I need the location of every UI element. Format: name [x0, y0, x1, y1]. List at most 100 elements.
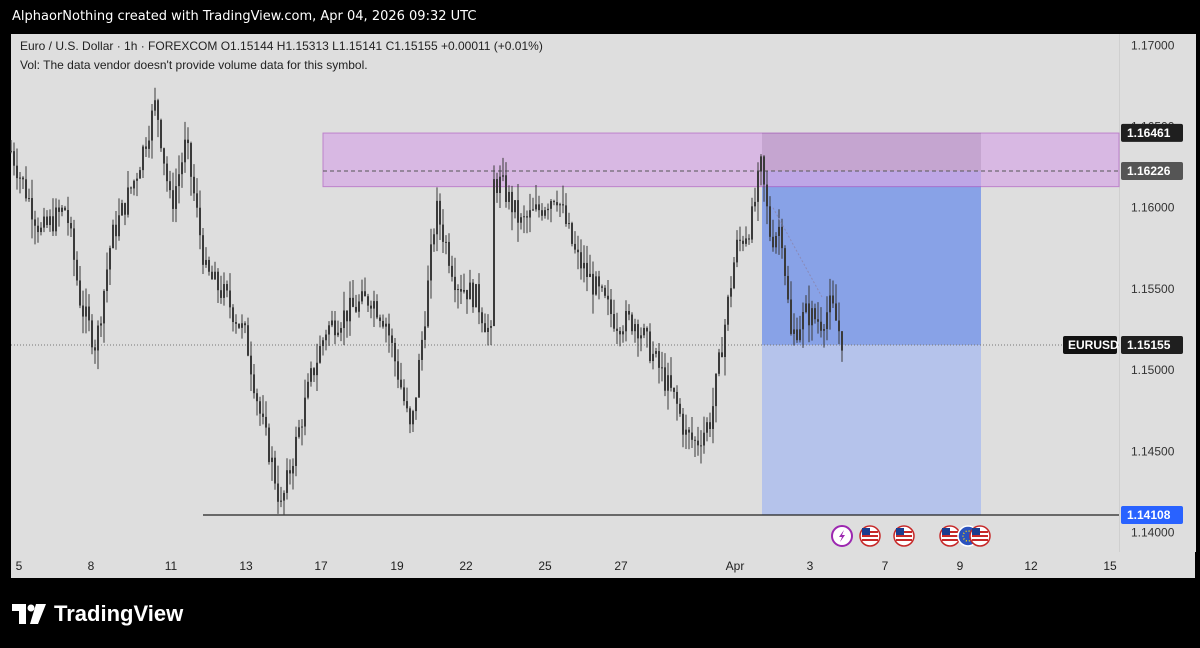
- candle-body: [121, 203, 123, 216]
- candle: [124, 202, 126, 226]
- price-axis[interactable]: [1119, 34, 1196, 552]
- candle: [634, 318, 636, 343]
- candle: [733, 256, 735, 290]
- candle-body: [157, 100, 159, 120]
- candle: [841, 331, 843, 362]
- y-tick-label: 1.17000: [1131, 38, 1175, 52]
- candle-body: [757, 171, 759, 202]
- candle: [685, 414, 687, 450]
- candle-body: [388, 323, 390, 336]
- candle-body: [703, 432, 705, 446]
- candle-body: [352, 297, 354, 307]
- candle: [40, 222, 42, 236]
- candle-body: [469, 282, 471, 300]
- candle: [412, 409, 414, 433]
- candle: [769, 196, 771, 242]
- candle-body: [490, 325, 492, 328]
- candle: [214, 261, 216, 280]
- candle: [439, 193, 441, 241]
- candle: [700, 430, 702, 464]
- supply-zone: [322, 132, 1120, 188]
- candle: [403, 379, 405, 406]
- candle-body: [178, 174, 180, 187]
- candle-body: [61, 207, 63, 212]
- candle: [400, 362, 402, 390]
- candle: [145, 137, 147, 157]
- candle-body: [709, 422, 711, 429]
- candle-body: [682, 413, 684, 435]
- candle-body: [568, 223, 570, 225]
- candle-body: [547, 208, 549, 211]
- candle-body: [391, 335, 393, 343]
- candle: [718, 348, 720, 377]
- candle-body: [775, 235, 777, 248]
- candle: [193, 164, 195, 201]
- candle-body: [769, 206, 771, 237]
- candle: [112, 219, 114, 249]
- candle-body: [214, 271, 216, 280]
- candle: [52, 198, 54, 236]
- candle-body: [664, 367, 666, 391]
- candle: [346, 310, 348, 338]
- candle: [571, 221, 573, 247]
- candle: [715, 373, 717, 423]
- candle: [199, 190, 201, 250]
- x-tick-label: 7: [882, 559, 889, 573]
- profit-zone-remaining: [762, 344, 981, 515]
- candle-body: [694, 439, 696, 441]
- candle: [22, 176, 24, 190]
- y-tick-label: 1.14500: [1131, 444, 1175, 458]
- candle-body: [472, 282, 474, 308]
- candle-body: [514, 200, 516, 213]
- candle: [712, 387, 714, 444]
- candle-body: [619, 330, 621, 335]
- candle: [517, 183, 519, 242]
- candle-body: [250, 355, 252, 375]
- candle: [160, 118, 162, 152]
- candle: [691, 416, 693, 448]
- candle-body: [253, 374, 255, 394]
- candle: [385, 317, 387, 343]
- candle-body: [235, 322, 237, 324]
- candle: [547, 203, 549, 220]
- time-axis[interactable]: [11, 552, 1119, 578]
- candle-body: [79, 280, 81, 306]
- candle-body: [634, 324, 636, 332]
- candle: [442, 209, 444, 254]
- candle: [424, 311, 426, 349]
- candle: [541, 203, 543, 221]
- candle: [139, 166, 141, 179]
- x-tick-label: 9: [957, 559, 964, 573]
- candle-body: [193, 176, 195, 194]
- candle-body: [823, 329, 825, 331]
- candle: [487, 314, 489, 346]
- candle: [493, 165, 495, 327]
- candle: [247, 317, 249, 357]
- candle-body: [325, 334, 327, 341]
- candle: [325, 329, 327, 351]
- candle-body: [394, 342, 396, 362]
- candle: [292, 458, 294, 490]
- stop-price-tag: 1.16461: [1127, 126, 1171, 140]
- candle: [760, 154, 762, 186]
- candle-body: [211, 271, 213, 280]
- candle: [448, 233, 450, 274]
- stop-price-tag-bg: [1121, 123, 1183, 142]
- candle: [601, 284, 603, 292]
- candle-body: [784, 248, 786, 276]
- candle-body: [502, 175, 504, 177]
- candle-body: [19, 177, 21, 179]
- candle: [391, 328, 393, 358]
- candle-body: [181, 162, 183, 175]
- candle-body: [676, 391, 678, 404]
- candle: [208, 256, 210, 276]
- candle-body: [817, 319, 819, 322]
- candle: [421, 331, 423, 371]
- candle: [514, 200, 516, 219]
- candle-body: [487, 327, 489, 333]
- candle: [778, 209, 780, 255]
- candle: [190, 141, 192, 196]
- candle-body: [763, 156, 765, 185]
- candle-body: [133, 180, 135, 189]
- candle: [154, 87, 156, 116]
